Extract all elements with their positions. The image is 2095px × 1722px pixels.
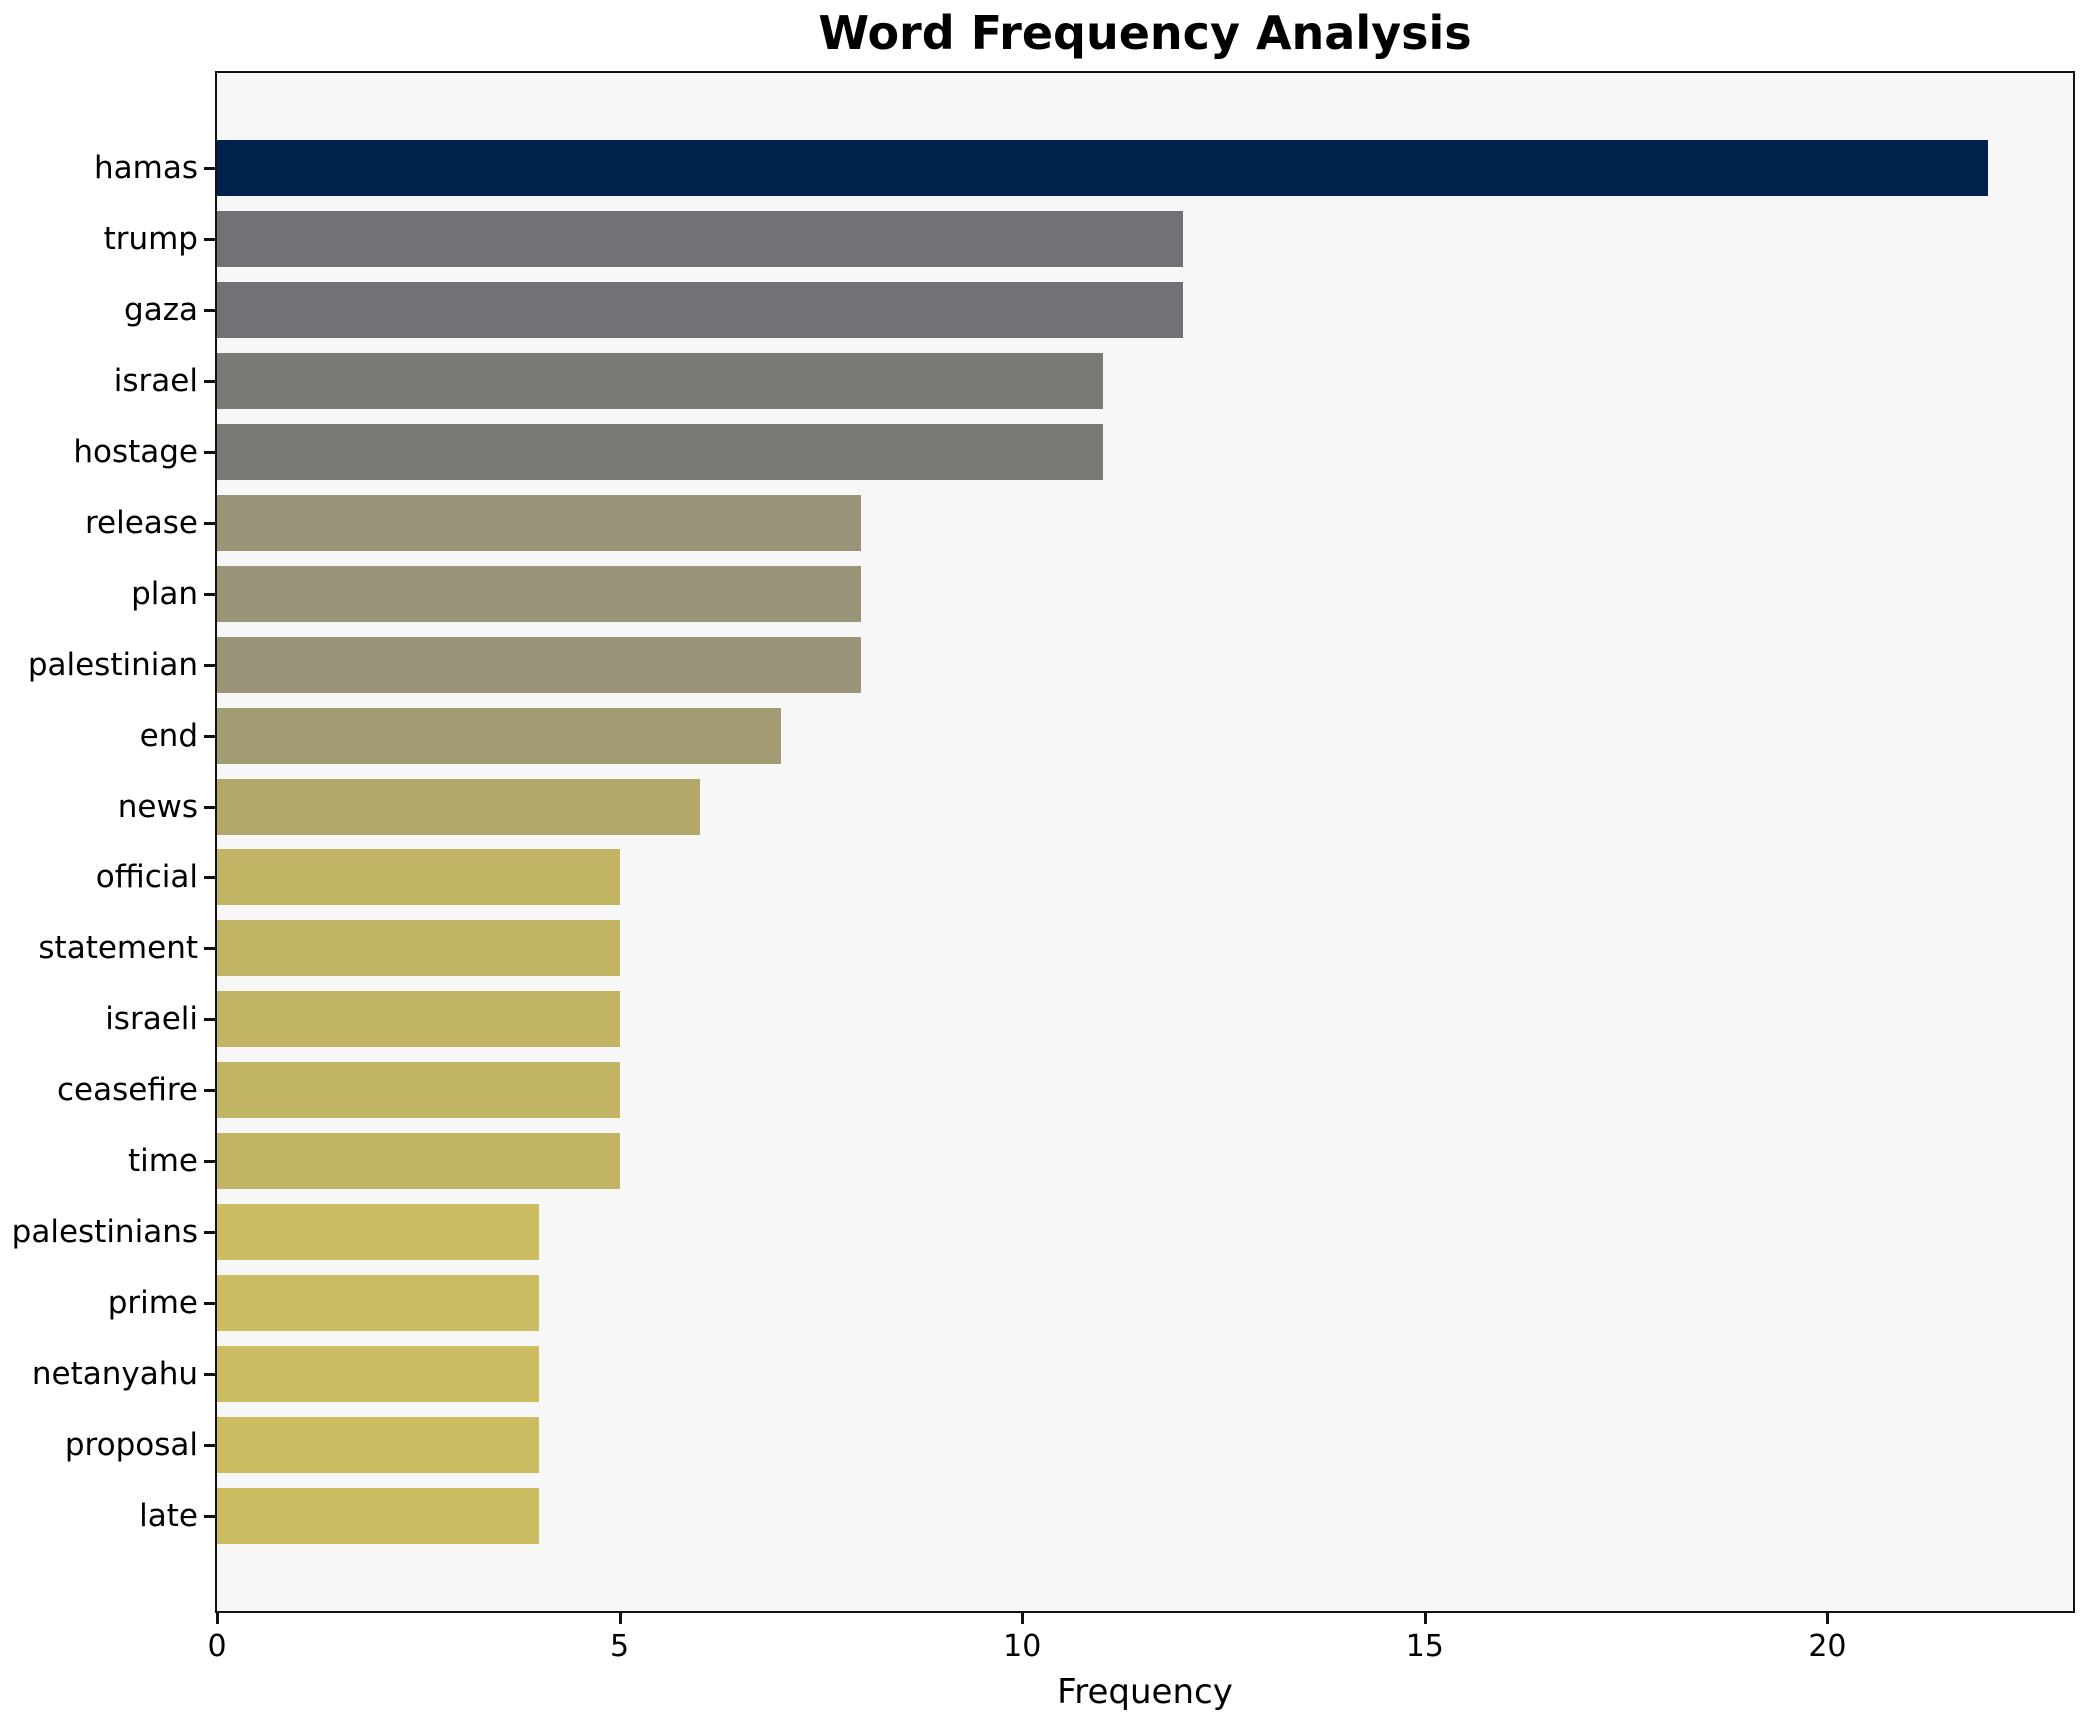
y-tick-label-israeli: israeli xyxy=(105,1001,198,1038)
y-tick-palestinians xyxy=(204,1231,215,1235)
y-tick-palestinian xyxy=(204,663,215,667)
bar-netanyahu xyxy=(217,1346,540,1403)
y-tick-label-news: news xyxy=(117,788,198,825)
y-tick-proposal xyxy=(204,1444,215,1448)
y-tick-plan xyxy=(204,592,215,596)
bar-prime xyxy=(217,1275,540,1332)
y-tick-hamas xyxy=(204,167,215,170)
bar-gaza xyxy=(217,281,1184,338)
x-tick-label-15: 15 xyxy=(1405,1629,1444,1664)
bar-late xyxy=(217,1488,540,1544)
bar-ceasefire xyxy=(217,1062,620,1119)
bar-official xyxy=(217,849,620,906)
y-tick-label-hostage: hostage xyxy=(73,433,198,470)
y-tick-label-late: late xyxy=(139,1498,198,1534)
bar-palestinians xyxy=(217,1204,540,1261)
y-tick-label-prime: prime xyxy=(107,1285,198,1322)
y-tick-label-end: end xyxy=(139,717,198,754)
y-tick-label-statement: statement xyxy=(38,930,198,967)
x-tick-20 xyxy=(1826,1613,1830,1624)
y-tick-time xyxy=(204,1160,215,1164)
y-tick-label-trump: trump xyxy=(103,220,198,257)
x-tick-label-10: 10 xyxy=(1003,1629,1042,1664)
bar-news xyxy=(217,778,701,835)
x-tick-5 xyxy=(618,1613,622,1624)
bar-release xyxy=(217,494,862,551)
y-tick-label-plan: plan xyxy=(131,575,198,612)
bar-trump xyxy=(217,210,1184,267)
y-tick-official xyxy=(204,876,215,880)
bar-palestinian xyxy=(217,636,862,693)
bar-proposal xyxy=(217,1417,540,1474)
y-tick-gaza xyxy=(204,308,215,312)
bar-time xyxy=(217,1133,620,1190)
x-tick-label-5: 5 xyxy=(610,1629,630,1664)
y-tick-hostage xyxy=(204,450,215,454)
y-tick-label-palestinian: palestinian xyxy=(27,646,198,683)
y-tick-israeli xyxy=(204,1018,215,1022)
y-tick-label-official: official xyxy=(95,859,198,896)
y-tick-netanyahu xyxy=(204,1373,215,1377)
y-tick-israel xyxy=(204,379,215,383)
y-tick-label-ceasefire: ceasefire xyxy=(57,1072,198,1109)
y-tick-trump xyxy=(204,237,215,241)
y-tick-label-palestinians: palestinians xyxy=(11,1214,198,1251)
y-tick-label-gaza: gaza xyxy=(124,291,198,328)
bar-end xyxy=(217,707,781,764)
bar-israeli xyxy=(217,991,620,1048)
y-tick-label-netanyahu: netanyahu xyxy=(31,1356,198,1393)
x-tick-label-0: 0 xyxy=(207,1629,227,1664)
y-tick-label-hamas: hamas xyxy=(94,150,198,186)
bar-statement xyxy=(217,920,620,977)
y-tick-label-time: time xyxy=(127,1143,198,1180)
y-tick-end xyxy=(204,734,215,738)
y-tick-label-proposal: proposal xyxy=(64,1427,198,1464)
y-tick-label-israel: israel xyxy=(113,362,198,399)
x-axis-title: Frequency xyxy=(1057,1672,1233,1712)
y-tick-prime xyxy=(204,1302,215,1306)
y-tick-news xyxy=(204,805,215,809)
x-tick-label-20: 20 xyxy=(1808,1629,1847,1664)
y-tick-ceasefire xyxy=(204,1089,215,1093)
plot-area xyxy=(215,71,2075,1613)
bar-hamas xyxy=(217,140,1989,196)
x-tick-15 xyxy=(1423,1613,1427,1624)
y-tick-label-release: release xyxy=(84,504,198,541)
chart-title: Word Frequency Analysis xyxy=(818,6,1472,60)
x-tick-0 xyxy=(216,1613,219,1624)
y-tick-late xyxy=(204,1515,215,1518)
y-tick-release xyxy=(204,521,215,525)
bar-hostage xyxy=(217,423,1103,480)
x-tick-10 xyxy=(1021,1613,1025,1624)
y-tick-statement xyxy=(204,947,215,951)
bar-plan xyxy=(217,565,862,622)
bar-israel xyxy=(217,352,1103,409)
